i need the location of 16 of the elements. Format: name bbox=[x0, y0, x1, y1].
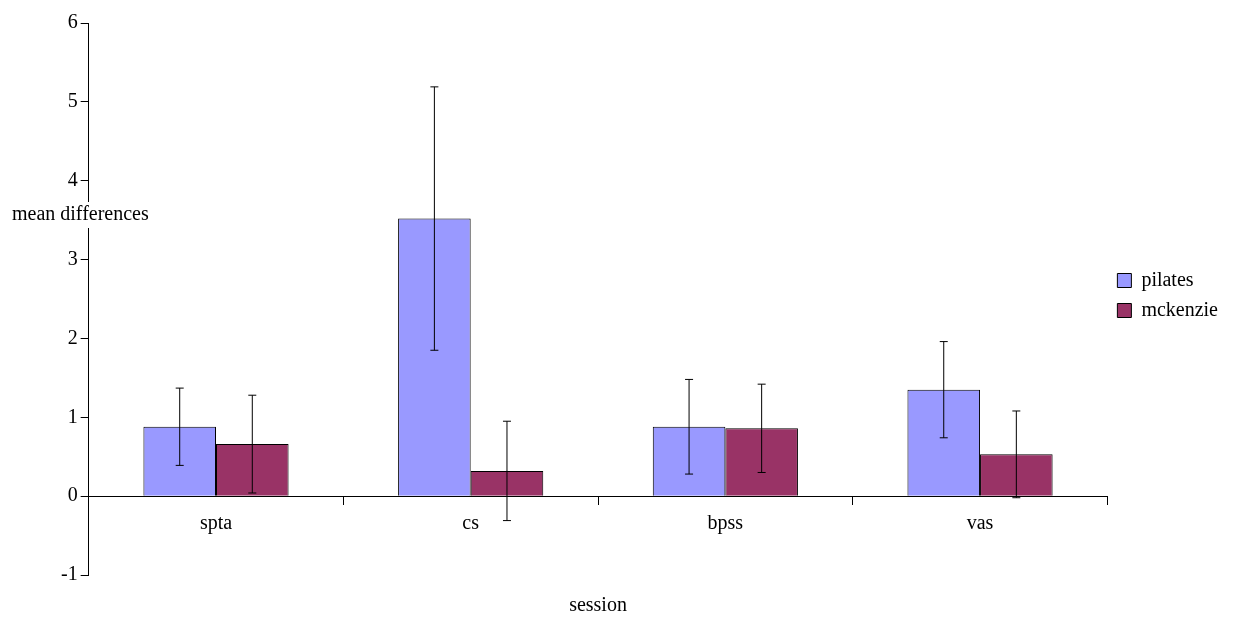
y-axis-title: mean differences bbox=[12, 202, 149, 225]
x-tick-label: vas bbox=[966, 511, 994, 534]
y-tick-label: 0 bbox=[67, 483, 78, 506]
x-axis-title: session bbox=[569, 593, 627, 616]
y-tick-label: 6 bbox=[67, 10, 78, 33]
y-tick-label: 2 bbox=[67, 325, 78, 348]
y-tick-label: 4 bbox=[67, 167, 78, 190]
y-tick-label: 1 bbox=[67, 404, 78, 427]
x-tick-label: cs bbox=[462, 511, 480, 534]
x-tick-label: bpss bbox=[707, 511, 744, 535]
legend-label: pilates bbox=[1141, 267, 1194, 291]
x-tick-label: spta bbox=[199, 511, 233, 535]
y-tick-label: -1 bbox=[60, 562, 78, 585]
y-tick-label: 5 bbox=[67, 89, 78, 112]
legend-label: mckenzie bbox=[1141, 297, 1219, 320]
y-tick-label: 3 bbox=[67, 246, 78, 269]
